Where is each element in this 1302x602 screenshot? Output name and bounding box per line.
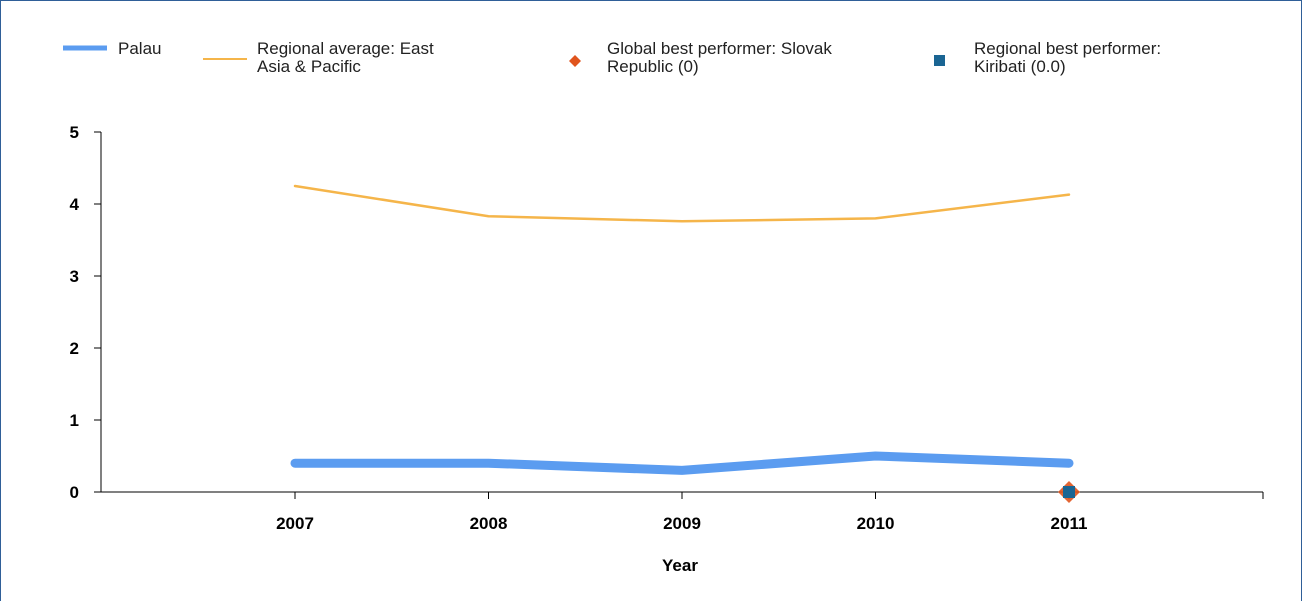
legend-entry-regional-average: Regional average: East Asia & Pacific (203, 39, 434, 76)
legend: Palau Regional average: East Asia & Pacif… (63, 39, 1161, 76)
legend-label-regional-best: Regional best performer: Kiribati (0.0) (974, 39, 1161, 76)
x-tick-label: 2007 (276, 514, 314, 533)
legend-swatch-regional-best (934, 55, 945, 66)
x-axis-title: Year (662, 556, 698, 575)
series-line-regional-average-east-asia-pacific (293, 184, 1071, 223)
y-tick-label: 1 (70, 411, 79, 430)
y-tick-label: 0 (70, 483, 79, 502)
legend-swatch-global-best (569, 55, 581, 67)
x-tick-label: 2010 (857, 514, 895, 533)
x-tick-label: 2009 (663, 514, 701, 533)
y-tick-label: 4 (70, 195, 80, 214)
x-tick-label: 2011 (1051, 514, 1088, 533)
x-axis-ticks: 2007 2008 2009 2010 2011 (276, 492, 1087, 533)
y-axis-ticks: 0 1 2 3 4 5 (70, 123, 101, 502)
legend-entry-global-best: Global best performer: Slovak Republic (0… (569, 39, 832, 76)
legend-label-regional-average: Regional average: East Asia & Pacific (257, 39, 434, 76)
legend-entry-regional-best: Regional best performer: Kiribati (0.0) (934, 39, 1161, 76)
y-tick-label: 2 (70, 339, 79, 358)
legend-entry-palau: Palau (63, 39, 161, 58)
x-tick-label: 2008 (470, 514, 508, 533)
axes (100, 132, 1264, 499)
y-tick-label: 5 (70, 123, 79, 142)
legend-label-global-best: Global best performer: Slovak Republic (0… (607, 39, 832, 76)
series-lines (290, 184, 1074, 475)
series-markers (1058, 481, 1080, 503)
series-line-palau (290, 451, 1074, 475)
legend-label-palau: Palau (118, 39, 161, 58)
marker-regional-best-performer-kiribati-0-0 (1063, 486, 1075, 498)
y-tick-label: 3 (70, 267, 79, 286)
